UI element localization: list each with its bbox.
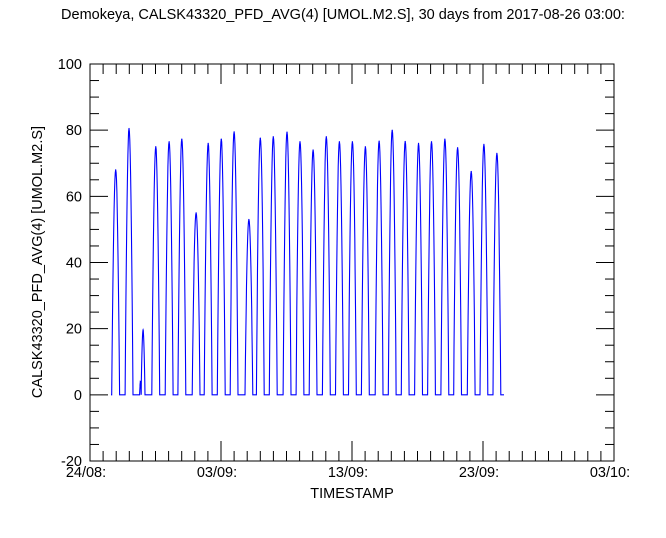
y-tick-label: 80 (66, 123, 82, 139)
y-tick-label: 20 (66, 322, 82, 338)
x-tick-label: 23/09: (459, 465, 499, 481)
x-tick-label: 03/09: (197, 465, 237, 481)
x-tick-label: 13/09: (328, 465, 368, 481)
y-tick-label: -20 (61, 454, 82, 470)
y-tick-label: 40 (66, 256, 82, 272)
x-axis-label: TIMESTAMP (310, 486, 394, 502)
x-tick-label: 03/10: (590, 465, 630, 481)
y-tick-label: 60 (66, 189, 82, 205)
series-line (111, 128, 504, 396)
y-tick-label: 0 (74, 388, 82, 404)
x-tick-label: 24/08: (66, 465, 106, 481)
chart-title: Demokeya, CALSK43320_PFD_AVG(4) [UMOL.M2… (61, 7, 625, 23)
y-axis-label: CALSK43320_PFD_AVG(4) [UMOL.M2.S] (30, 126, 46, 398)
y-tick-label: 100 (58, 57, 82, 73)
tick-labels: -20 0 20 40 60 80 100 24/08: 03/09: 13/09: 23/09: 0… (58, 57, 630, 481)
axes (89, 63, 615, 462)
plot-frame (89, 63, 615, 462)
